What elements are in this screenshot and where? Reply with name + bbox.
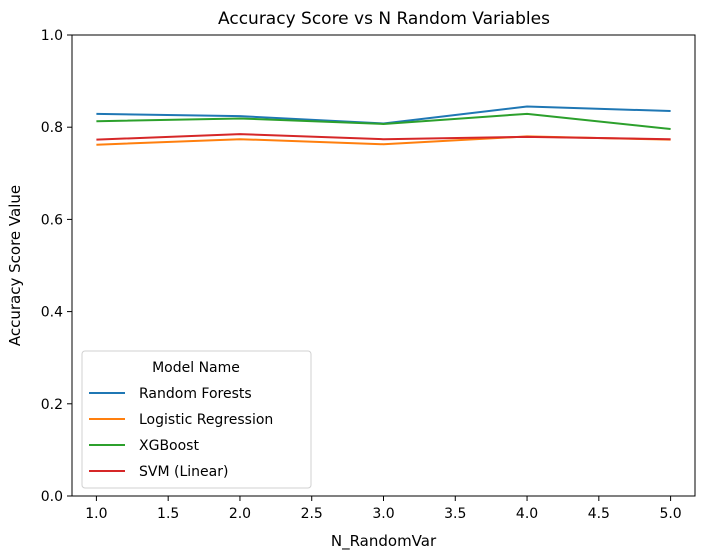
- y-tick-label: 0.8: [41, 120, 63, 136]
- legend-label: Random Forests: [139, 386, 252, 402]
- x-tick-label: 4.0: [516, 506, 538, 522]
- legend: Model Name Random Forests Logistic Regres…: [81, 350, 312, 489]
- series-lines: [96, 105, 671, 146]
- series-line-0: [96, 105, 671, 125]
- y-tick-label: 0.2: [41, 397, 63, 413]
- y-axis-ticks: 0.0 0.2 0.4 0.6 0.8 1.0: [41, 28, 72, 505]
- y-axis-label: Accuracy Score Value: [6, 185, 24, 346]
- legend-items: Random Forests Logistic Regression XGBoost…: [89, 386, 273, 480]
- x-tick-label: 2.5: [301, 506, 323, 522]
- y-tick-label: 1.0: [41, 28, 63, 44]
- series-line-2: [96, 112, 671, 131]
- x-tick-label: 1.0: [85, 506, 107, 522]
- legend-label: SVM (Linear): [139, 464, 228, 480]
- x-tick-label: 5.0: [659, 506, 681, 522]
- chart-title: Accuracy Score vs N Random Variables: [218, 9, 550, 29]
- legend-label: Logistic Regression: [139, 412, 273, 428]
- x-tick-label: 3.0: [372, 506, 394, 522]
- y-tick-label: 0.0: [41, 489, 63, 505]
- x-tick-label: 1.5: [157, 506, 179, 522]
- legend-box: [81, 350, 312, 489]
- y-tick-label: 0.4: [41, 305, 63, 321]
- series-line-3: [96, 133, 671, 141]
- x-tick-label: 2.0: [229, 506, 251, 522]
- x-axis-label: N_RandomVar: [331, 532, 437, 551]
- x-tick-label: 4.5: [588, 506, 610, 522]
- x-tick-label: 3.5: [444, 506, 466, 522]
- y-tick-label: 0.6: [41, 212, 63, 228]
- legend-title: Model Name: [152, 360, 240, 376]
- legend-label: XGBoost: [139, 438, 199, 454]
- x-axis-ticks: 1.0 1.5 2.0 2.5 3.0 3.5 4.0 4.5 5.0: [85, 496, 682, 522]
- plot-frame: [71, 34, 696, 497]
